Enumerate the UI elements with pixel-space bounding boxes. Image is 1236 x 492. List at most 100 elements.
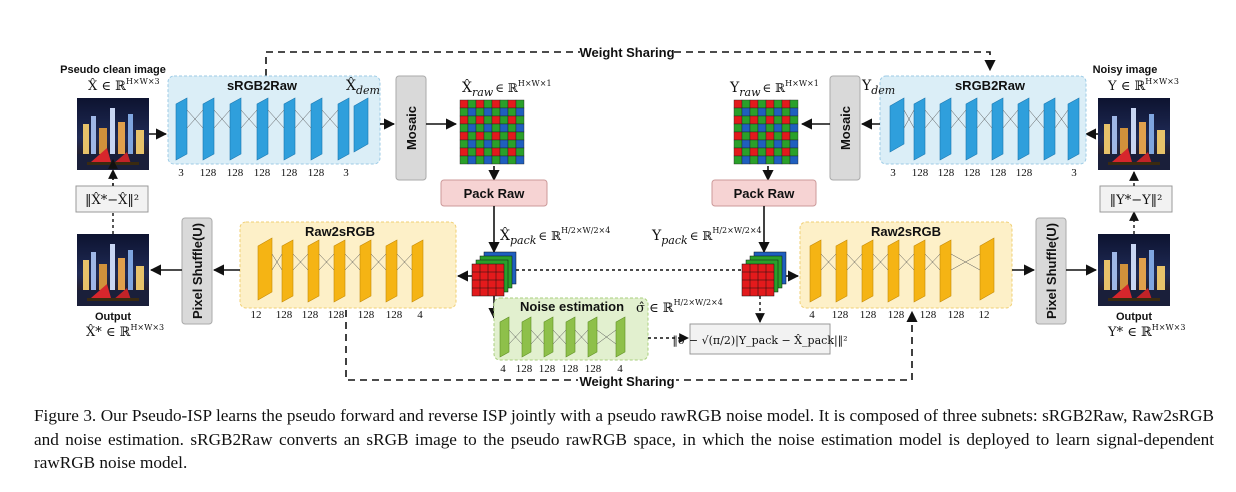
pack-raw-right-label: Pack Raw	[734, 186, 796, 201]
bayer-cell	[507, 139, 517, 149]
bayer-cell	[515, 131, 525, 141]
bayer-cell	[467, 147, 477, 157]
channel-label: 128	[948, 309, 965, 321]
bayer-cell	[757, 115, 767, 125]
bayer-cell	[499, 131, 509, 141]
channel-label: 4	[417, 309, 423, 321]
bayer-cell	[483, 139, 493, 149]
noisy-image-label: Noisy image	[1093, 64, 1158, 76]
bayer-cell	[459, 139, 469, 149]
bayer-cell	[765, 147, 775, 157]
bayer-cell	[467, 123, 477, 133]
bayer-cell	[515, 139, 525, 149]
bayer-cell	[459, 131, 469, 141]
channel-label: 4	[500, 363, 506, 375]
srgb2raw-right-channels: 3 128 128 128 128 128 3	[890, 167, 1077, 179]
sigma-math: σ̂ ∈ ℝH/2×W/2×4	[636, 298, 723, 316]
bayer-cell	[499, 155, 509, 165]
bayer-cell	[507, 131, 517, 141]
bayer-cell	[781, 155, 791, 165]
bayer-cell	[757, 139, 767, 149]
bayer-cell	[757, 123, 767, 133]
bayer-cell	[781, 123, 791, 133]
bayer-cell	[773, 107, 783, 117]
bayer-cell	[741, 115, 751, 125]
mosaic-left-label: Mosaic	[404, 106, 419, 150]
bayer-cell	[515, 115, 525, 125]
bayer-cell	[491, 131, 501, 141]
channel-label: 3	[343, 167, 349, 179]
bayer-cell	[733, 147, 743, 157]
bayer-cell	[781, 115, 791, 125]
bayer-cell	[781, 147, 791, 157]
bayer-cell	[749, 155, 759, 165]
bayer-cell	[491, 139, 501, 149]
bayer-cell	[475, 139, 485, 149]
bayer-cell	[773, 115, 783, 125]
bayer-cell	[741, 147, 751, 157]
raw2srgb-right-title: Raw2sRGB	[871, 224, 941, 239]
x-hat-math: X̂ ∈ ℝH×W×3	[88, 77, 160, 94]
bayer-cell	[757, 147, 767, 157]
bayer-cell	[749, 139, 759, 149]
bayer-cell	[781, 99, 791, 109]
bayer-cell	[733, 99, 743, 109]
bayer-cell	[507, 155, 517, 165]
bayer-cell	[749, 131, 759, 141]
bayer-cell	[789, 147, 799, 157]
loss-left: ‖X̂*−X̂‖²	[75, 185, 149, 213]
pseudo-clean-image-label: Pseudo clean image	[60, 64, 166, 76]
bayer-cell	[733, 123, 743, 133]
channel-label: 128	[200, 167, 217, 179]
bayer-cell	[499, 107, 509, 117]
bayer-cell	[499, 139, 509, 149]
channel-label: 3	[890, 167, 896, 179]
bayer-cell	[515, 107, 525, 117]
channel-label: 128	[281, 167, 298, 179]
bayer-cell	[757, 131, 767, 141]
channel-label: 128	[964, 167, 981, 179]
raw2srgb-left-channels: 12 128 128 128 128 128 4	[251, 309, 424, 321]
bayer-cell	[467, 131, 477, 141]
bayer-cell	[765, 123, 775, 133]
channel-label: 128	[860, 309, 877, 321]
bayer-cell	[475, 131, 485, 141]
bayer-cell	[475, 147, 485, 157]
weight-sharing-bottom: Weight Sharing	[345, 310, 918, 389]
bayer-cell	[789, 155, 799, 165]
bayer-cell	[773, 123, 783, 133]
pixel-shuffle-left-label: Pixel Shuffle(U)	[190, 223, 205, 319]
x-star-math: X̂* ∈ ℝH×W×3	[86, 323, 164, 340]
bayer-cell	[507, 99, 517, 109]
channel-label: 128	[920, 309, 937, 321]
channel-label: 3	[1071, 167, 1077, 179]
bayer-cell	[765, 131, 775, 141]
bayer-cell	[483, 147, 493, 157]
channel-label: 128	[254, 167, 271, 179]
x-pack-math: X̂pack ∈ ℝH/2×W/2×4	[500, 226, 610, 247]
pack-raw-left: Pack Raw	[440, 179, 548, 207]
srgb2raw-left-title: sRGB2Raw	[227, 78, 298, 93]
pixel-shuffle-left: Pixel Shuffle(U)	[181, 217, 213, 325]
bayer-cell	[467, 115, 477, 125]
bayer-cell	[475, 123, 485, 133]
bayer-cell	[749, 123, 759, 133]
mosaic-right: Mosaic	[829, 75, 861, 181]
bayer-cell	[515, 123, 525, 133]
channel-label: 128	[328, 309, 345, 321]
raw2srgb-right: Raw2sRGB	[799, 221, 1013, 309]
bayer-cell	[483, 115, 493, 125]
bayer-cell	[741, 99, 751, 109]
bayer-cell	[459, 115, 469, 125]
pseudo-clean-image	[77, 98, 149, 170]
channel-label: 128	[276, 309, 293, 321]
bayer-cell	[483, 123, 493, 133]
bayer-cell	[749, 99, 759, 109]
raw2srgb-left-title: Raw2sRGB	[305, 224, 375, 239]
bayer-cell	[757, 107, 767, 117]
bayer-cell	[789, 99, 799, 109]
x-raw-math: X̂raw ∈ ℝH×W×1	[462, 78, 552, 99]
pixel-shuffle-right-label: Pixel Shuffle(U)	[1044, 223, 1059, 319]
bayer-cell	[733, 131, 743, 141]
noise-estimation-title: Noise estimation	[520, 299, 624, 314]
